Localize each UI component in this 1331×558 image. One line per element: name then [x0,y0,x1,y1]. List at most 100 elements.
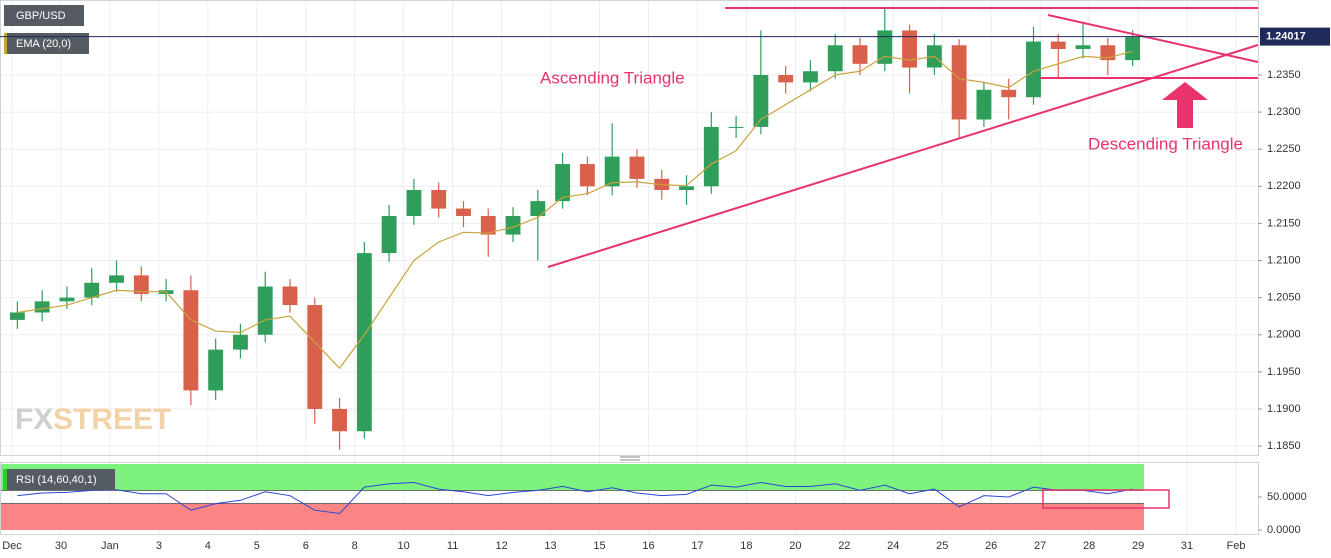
candle-body [59,297,75,302]
x-tick-label: Dec [2,540,22,552]
x-tick-label: 12 [495,540,507,552]
x-tick-label: 6 [303,540,309,552]
rsi-frame [0,462,1259,535]
candle-body [852,45,868,64]
y-tick-label: 50.0000 [1267,491,1307,503]
x-tick-label: 20 [789,540,801,552]
legend-box [4,5,84,26]
rsi-bands [1,464,1144,530]
x-tick-label: 17 [691,540,703,552]
candle-body [1125,37,1141,61]
main-frame [0,0,1259,456]
arrow [1162,82,1208,128]
y-tick-label: 1.1900 [1267,403,1301,415]
x-tick-label: 25 [936,540,948,552]
grid [0,0,1258,535]
plot [9,8,1141,515]
candle-body [456,208,471,216]
candle-body [109,275,124,283]
x-tick-label: 29 [1132,540,1144,552]
candle-body [307,305,323,409]
legend-title: GBP/USD [16,10,66,22]
x-tick-label: 15 [593,540,605,552]
candle-body [406,190,422,216]
candle-body [208,349,224,391]
candle-body [530,201,546,216]
pattern-lines [547,7,1259,268]
annotation: Descending Triangle [1088,134,1243,153]
candle-body [827,45,843,72]
candle-body [728,126,744,128]
annotation: Ascending Triangle [540,68,685,87]
x-tick-label: 8 [352,540,358,552]
legend-box [3,469,115,490]
x-tick-label: 11 [447,540,458,552]
descending-line [1047,14,1259,63]
candle-body [555,164,571,202]
candle-body [257,286,273,335]
legend-entry: EMA (20,0) [16,38,71,50]
candle-body [629,156,645,179]
x-tick-label: 28 [1083,540,1095,552]
overbought-band [1,464,1144,491]
candle-body [1026,41,1041,98]
candle-body [753,74,769,127]
candle-body [703,126,719,187]
watermark-street: STREET [53,403,171,436]
x-tick-label: 3 [156,540,162,552]
candle-body [332,408,347,432]
x-tick-label: 31 [1181,540,1193,552]
ascending-line [547,44,1259,268]
x-tick-label: 30 [55,540,67,552]
y-tick-label: 1.1850 [1267,440,1301,452]
candle-body [803,71,818,83]
legend-entry: RSI (14,60,40,1) [16,474,97,486]
last-price-box [1260,27,1330,46]
candle-body [356,253,372,432]
candle-body [1050,41,1066,49]
ema-line [17,50,1133,370]
x-tick-label: 27 [1034,540,1046,552]
legend-swatch [4,33,7,54]
y-tick-label: 1.2200 [1267,180,1301,192]
candle-body [505,215,521,235]
y-tick-label: 1.2100 [1267,254,1301,266]
y-tick-label: 1.1950 [1267,366,1301,378]
rsi-line [17,481,1133,515]
candle-body [84,282,100,298]
candle-body [976,89,992,120]
candle-body [183,290,199,391]
candle-body [233,334,248,350]
y-tick-label: 0.0000 [1267,524,1301,536]
x-tick-label: 13 [544,540,556,552]
legend-box [4,33,89,54]
candle-body [1075,45,1091,49]
x-tick-label: 26 [985,540,997,552]
y-tick-label: 1.2250 [1267,143,1301,155]
candle-body [604,156,620,187]
x-tick-label: 10 [398,540,410,552]
legend-swatch [3,469,7,490]
x-tick-label: 5 [254,540,260,552]
y-tick-label: 1.2300 [1267,106,1301,118]
y-tick-label: 1.2050 [1267,292,1301,304]
candle-body [778,74,794,83]
oversold-band [1,503,1144,530]
y-tick-label: 1.2350 [1267,69,1301,81]
candle-body [679,186,694,191]
x-tick-label: 18 [740,540,752,552]
candle-body [902,30,917,68]
candle-body [480,215,496,235]
candle-body [1001,89,1017,98]
candle-body [579,164,595,187]
x-tick-label: Jan [101,540,119,552]
y-tick-label: 1.2150 [1267,217,1301,229]
y-tick-label: 1.2000 [1267,329,1301,341]
candle-body [282,286,298,306]
candle-body [381,215,397,254]
x-tick-label: 4 [205,540,211,552]
candle-body [34,301,50,313]
watermark-fx: FX [15,403,53,436]
x-tick-label: Feb [1227,540,1246,552]
